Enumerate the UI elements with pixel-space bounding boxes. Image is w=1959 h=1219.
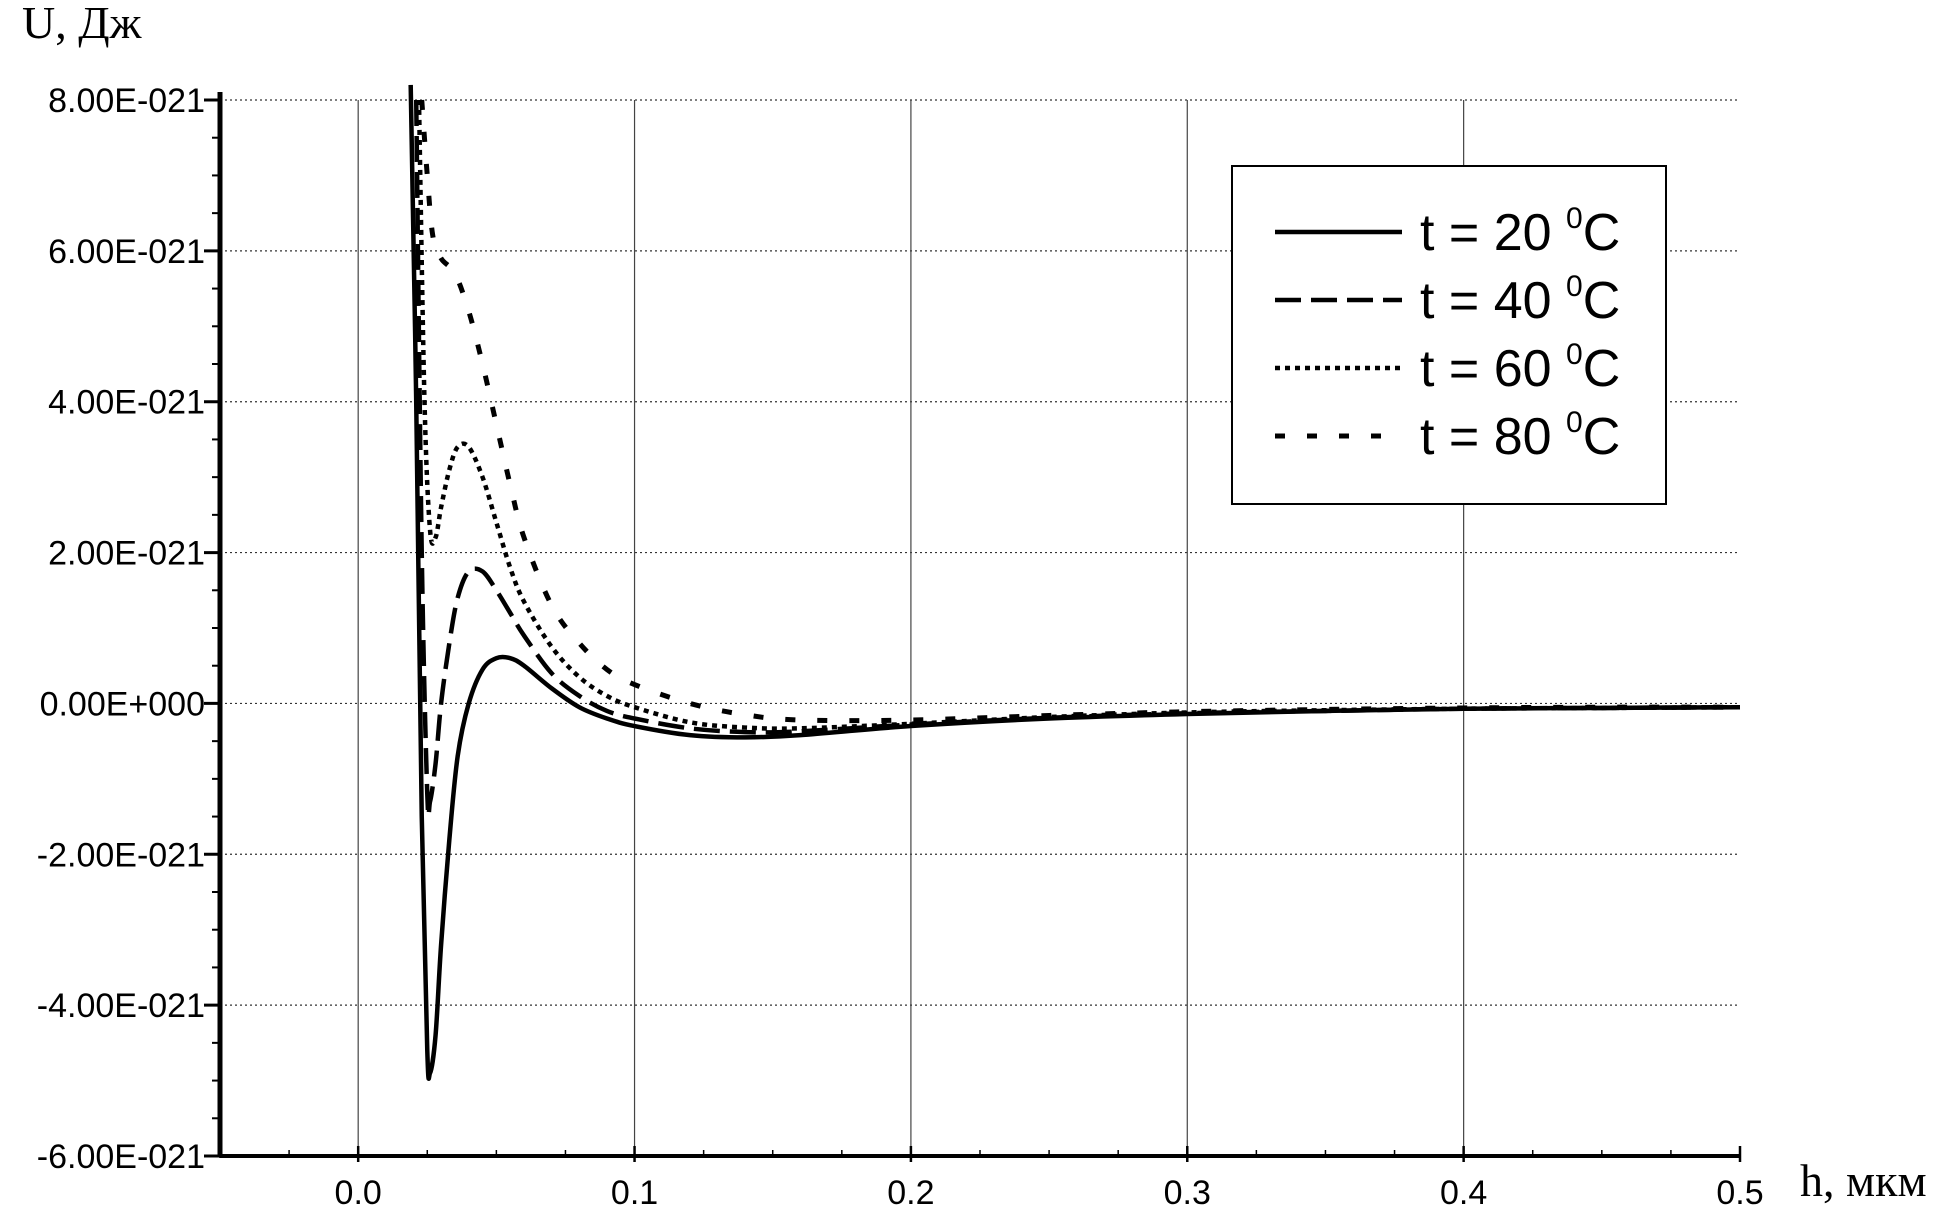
y-tick-label: 4.00E-021 xyxy=(48,384,205,422)
x-tick-label: 0.1 xyxy=(611,1174,658,1212)
y-tick-label: 0.00E+000 xyxy=(40,685,205,723)
y-tick-label: -4.00E-021 xyxy=(37,987,205,1025)
tick-labels: 8.00E-0216.00E-0214.00E-0212.00E-0210.00… xyxy=(37,82,1764,1212)
series-line xyxy=(413,99,1741,819)
y-tick-label: 8.00E-021 xyxy=(48,82,205,120)
y-tick-label: -2.00E-021 xyxy=(37,836,205,874)
y-axis-title: U, Дж xyxy=(22,0,142,48)
x-tick-label: 0.5 xyxy=(1716,1174,1763,1212)
series-curves xyxy=(408,84,1741,1081)
x-tick-label: 0.4 xyxy=(1440,1174,1487,1212)
legend-label: t = 80 0C xyxy=(1420,406,1620,466)
legend-label: t = 40 0C xyxy=(1420,270,1620,330)
y-tick-label: 2.00E-021 xyxy=(48,535,205,573)
x-tick-label: 0.0 xyxy=(335,1174,382,1212)
legend-label: t = 20 0C xyxy=(1420,202,1620,262)
x-tick-label: 0.2 xyxy=(887,1174,934,1212)
x-axis-title: h, мкм xyxy=(1800,1155,1927,1206)
legend: t = 20 0C t = 40 0C t = 60 0C t = 80 0C xyxy=(1231,165,1667,505)
x-tick-label: 0.3 xyxy=(1164,1174,1211,1212)
y-tick-label: -6.00E-021 xyxy=(37,1138,205,1176)
legend-box xyxy=(1231,165,1667,505)
y-tick-label: 6.00E-021 xyxy=(48,233,205,271)
legend-label: t = 60 0C xyxy=(1420,338,1620,398)
series-line xyxy=(416,99,1741,731)
axes xyxy=(204,92,1742,1162)
